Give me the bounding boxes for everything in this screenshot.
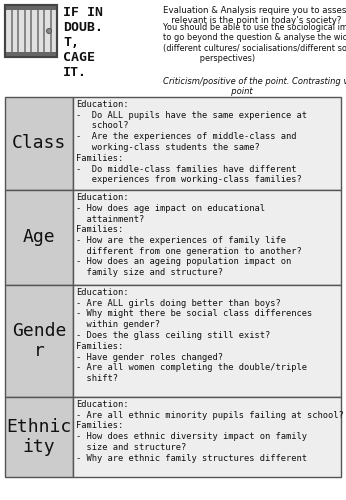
Bar (43, 10, 45, 52)
Text: You should be able to use the sociological imagination
to go beyond the question: You should be able to use the sociologic… (163, 23, 346, 63)
Text: Ethnic
ity: Ethnic ity (6, 418, 72, 457)
Circle shape (46, 28, 52, 34)
Text: Age: Age (23, 228, 55, 246)
Bar (73, 190, 341, 285)
Text: Education:
- How does age impact on educational
  attainment?
Families:
- How ar: Education: - How does age impact on educ… (76, 193, 302, 277)
Bar (30, 10, 32, 52)
Bar (24, 10, 26, 52)
Text: Evaluation & Analysis require you to assess how
   relevant is the point in toda: Evaluation & Analysis require you to ass… (163, 6, 346, 25)
Text: Education:
- Are ALL girls doing better than boys?
- Why might there be social c: Education: - Are ALL girls doing better … (76, 288, 312, 383)
Bar (5, 5, 57, 10)
Text: Gende
r: Gende r (12, 322, 66, 360)
Bar (5, 190, 73, 285)
Bar (5, 5, 57, 57)
Text: Class: Class (12, 134, 66, 152)
Bar (73, 97, 341, 190)
Bar (17, 10, 19, 52)
Bar (73, 285, 341, 397)
Text: IF IN
DOUB.
T,
CAGE
IT.: IF IN DOUB. T, CAGE IT. (63, 6, 103, 79)
Bar (73, 397, 341, 477)
Bar (5, 285, 73, 397)
Bar (5, 97, 73, 190)
Text: Criticism/positive of the point. Contrasting view to the
                       : Criticism/positive of the point. Contras… (163, 77, 346, 96)
Bar (5, 397, 73, 477)
Bar (10, 10, 12, 52)
Bar (49, 10, 52, 52)
Text: Education:
­  Do ALL pupils have the same experience at
   school?
­  Are the ex: Education: ­ Do ALL pupils have the same… (76, 100, 307, 184)
Bar (36, 10, 38, 52)
Text: Education:
- Are all ethnic minority pupils failing at school?
Families:
- How d: Education: - Are all ethnic minority pup… (76, 400, 344, 463)
Bar (5, 52, 57, 57)
Bar (5, 5, 57, 57)
